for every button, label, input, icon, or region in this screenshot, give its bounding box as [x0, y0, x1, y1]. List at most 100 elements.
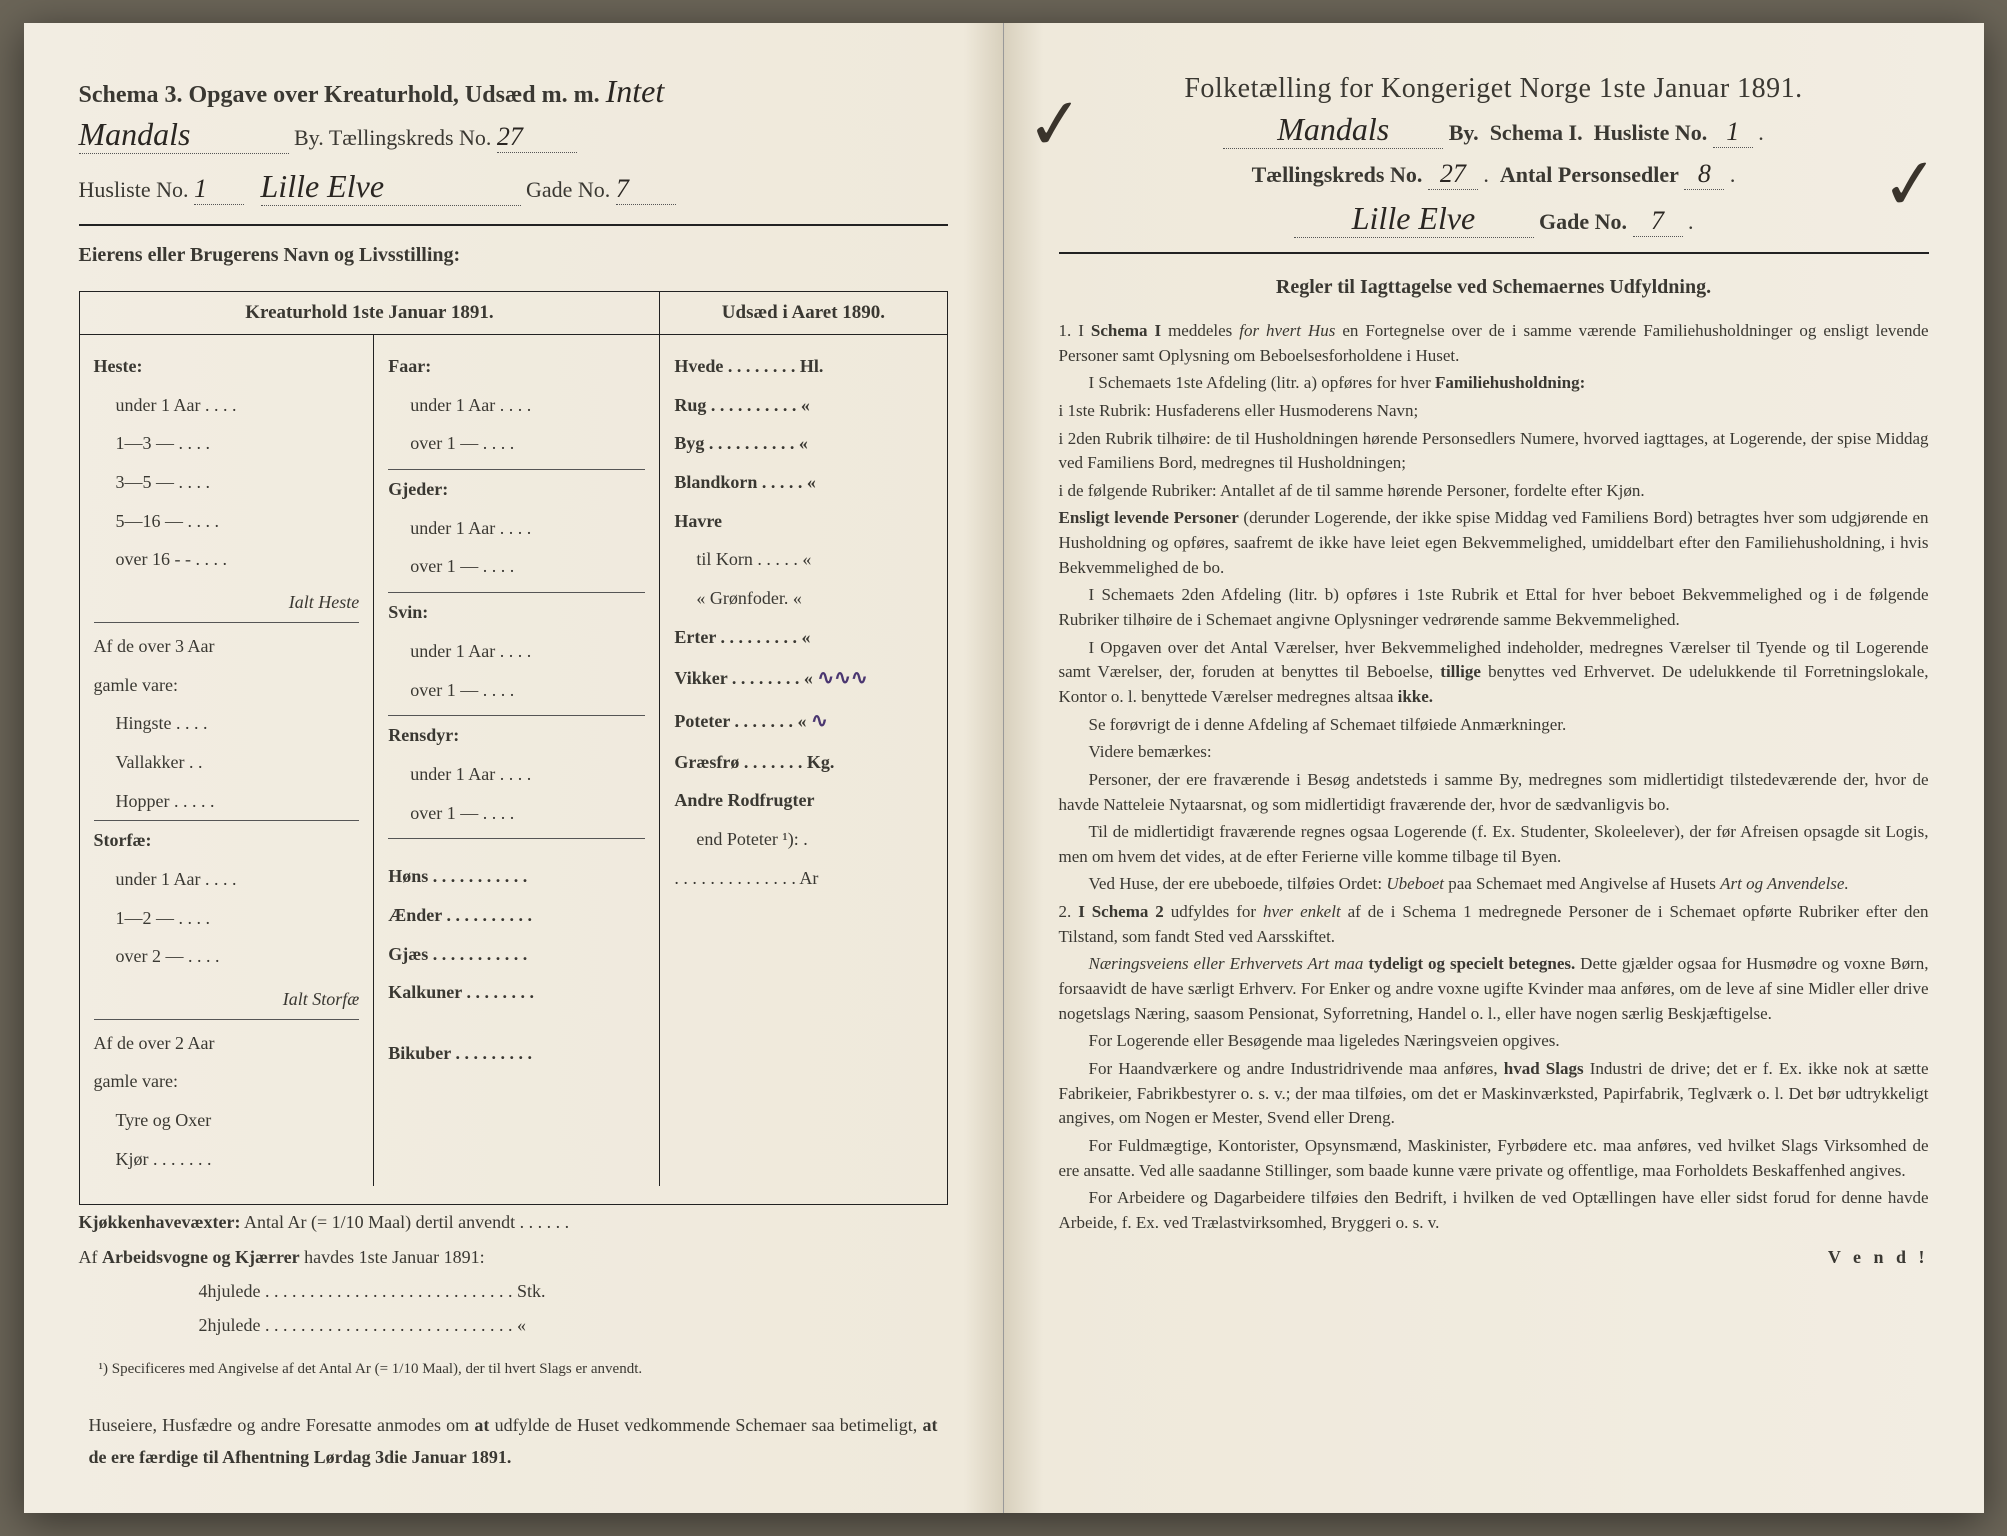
p9: Se forøvrigt de i denne Afdeling af Sche… — [1059, 713, 1929, 738]
by-label: By. — [294, 125, 324, 150]
p4: i 2den Rubrik tilhøire: de til Husholdni… — [1059, 427, 1929, 476]
hjul2: 2hjulede . . . . . . . . . . . . . . . .… — [79, 1308, 948, 1342]
left-title-row: Schema 3. Opgave over Kreaturhold, Udsæd… — [79, 73, 948, 110]
erter: Erter . . . . . . . . . « — [674, 618, 932, 657]
h-516: 5—16 — . . . . — [94, 502, 360, 541]
gade-label: Gade No. — [526, 177, 610, 202]
kjor: Kjør . . . . . . . — [94, 1140, 360, 1179]
p5: i de følgende Rubriker: Antallet af de t… — [1059, 479, 1929, 504]
kreatur-table: Kreaturhold 1ste Januar 1891. Udsæd i Aa… — [79, 291, 948, 1205]
svin-hdr: Svin: — [388, 593, 645, 632]
gamle: gamle vare: — [94, 666, 360, 705]
left-line3: Husliste No. 1 Lille Elve Gade No. 7 — [79, 168, 948, 206]
blandkorn: Blandkorn . . . . . « — [674, 463, 932, 502]
r-husliste-no: 1 — [1726, 117, 1739, 146]
p14: 2. I Schema 2 udfyldes for hver enkelt a… — [1059, 900, 1929, 949]
p13: Ved Huse, der ere ubeboede, tilføies Ord… — [1059, 872, 1929, 897]
h-35: 3—5 — . . . . — [94, 463, 360, 502]
hdr-kreatur: Kreaturhold 1ste Januar 1891. — [80, 292, 661, 334]
vikker-label: Vikker . . . . . . . . « — [674, 668, 813, 688]
hvede: Hvede . . . . . . . . Hl. — [674, 347, 932, 386]
right-page: ✓ ✓ Folketælling for Kongeriget Norge 1s… — [1004, 23, 1984, 1513]
p17: For Haandværkere og andre Industridriven… — [1059, 1057, 1929, 1131]
r-antal-no: 8 — [1698, 159, 1711, 188]
col3: Hvede . . . . . . . . Hl. Rug . . . . . … — [660, 335, 946, 1186]
h-13: 1—3 — . . . . — [94, 424, 360, 463]
r-husliste-label: Husliste No. — [1594, 120, 1708, 145]
hopper: Hopper . . . . . — [94, 782, 360, 822]
havre: Havre — [674, 502, 932, 541]
bikuber: Bikuber . . . . . . . . . — [388, 1034, 645, 1073]
graesfro: Græsfrø . . . . . . . Kg. — [674, 743, 932, 782]
rug: Rug . . . . . . . . . . « — [674, 386, 932, 425]
right-line4: Lille Elve Gade No. 7 . — [1059, 200, 1929, 238]
kreds-label: Tællingskreds No. — [329, 125, 492, 150]
r-o1: over 1 — . . . . — [388, 794, 645, 840]
footnote: ¹) Specificeres med Angivelse af det Ant… — [79, 1358, 948, 1381]
h-u1: under 1 Aar . . . . — [94, 386, 360, 425]
rules-body: 1. I Schema I meddeles for hvert Hus en … — [1059, 319, 1929, 1235]
hingste: Hingste . . . . — [94, 704, 360, 743]
husliste-label: Husliste No. — [79, 177, 189, 202]
vallakker: Vallakker . . — [94, 743, 360, 782]
g-u1: under 1 Aar . . . . — [388, 509, 645, 548]
vikker: Vikker . . . . . . . . « ∿∿∿ — [674, 657, 932, 700]
r-schema-label: Schema I. — [1490, 120, 1583, 145]
arbeids-txt: havdes 1ste Januar 1891: — [304, 1247, 484, 1267]
hjul4: 4hjulede . . . . . . . . . . . . . . . .… — [79, 1274, 948, 1308]
r-divider — [1059, 252, 1929, 254]
end-poteter: end Poteter ¹): . — [674, 820, 932, 859]
havre-korn: til Korn . . . . . « — [674, 540, 932, 579]
husliste-no: 1 — [194, 174, 207, 203]
eier-label: Eierens eller Brugerens Navn og Livsstil… — [79, 244, 948, 267]
g-o1: over 1 — . . . . — [388, 547, 645, 593]
h-o16: over 16 - - . . . . — [94, 540, 360, 579]
document-spread: Schema 3. Opgave over Kreaturhold, Udsæd… — [24, 23, 1984, 1513]
checkmark-right: ✓ — [1877, 141, 1943, 228]
right-line2: Mandals By. Schema I. Husliste No. 1 . — [1059, 111, 1929, 149]
p15: Næringsveiens eller Erhvervets Art maa t… — [1059, 952, 1929, 1026]
r-by-hand: Mandals — [1277, 111, 1389, 147]
ar-line: . . . . . . . . . . . . . . Ar — [674, 859, 932, 898]
af2: Af de over 2 Aar — [94, 1024, 360, 1063]
gade-hand: Lille Elve — [261, 168, 385, 204]
f-o1: over 1 — . . . . — [388, 424, 645, 470]
right-line3: Tællingskreds No. 27 . Antal Personsedle… — [1059, 159, 1929, 190]
left-page: Schema 3. Opgave over Kreaturhold, Udsæd… — [24, 23, 1004, 1513]
heste-hdr: Heste: — [94, 347, 360, 386]
title-handwritten: Intet — [606, 73, 665, 109]
p18: For Fuldmægtige, Kontorister, Opsynsmænd… — [1059, 1134, 1929, 1183]
kreds-no: 27 — [497, 122, 523, 151]
gjeder-hdr: Gjeder: — [388, 470, 645, 509]
rensdyr-hdr: Rensdyr: — [388, 716, 645, 755]
gamle2: gamle vare: — [94, 1062, 360, 1101]
andre: Andre Rodfrugter — [674, 781, 932, 820]
gjaes: Gjæs . . . . . . . . . . . — [388, 935, 645, 974]
r-gade-hand: Lille Elve — [1352, 200, 1476, 236]
p7: I Schemaets 2den Afdeling (litr. b) opfø… — [1059, 583, 1929, 632]
left-title: Opgave over Kreaturhold, Udsæd m. m. — [189, 82, 600, 108]
checkmark-left: ✓ — [1022, 81, 1088, 168]
arbeids-row: Af Arbeidsvogne og Kjærrer havdes 1ste J… — [79, 1240, 948, 1274]
poteter-scribble: ∿ — [811, 710, 828, 732]
kalkuner: Kalkuner . . . . . . . . — [388, 973, 645, 1012]
col1: Heste: under 1 Aar . . . . 1—3 — . . . .… — [80, 335, 375, 1186]
p12: Til de midlertidigt fraværende regnes og… — [1059, 820, 1929, 869]
tyre: Tyre og Oxer — [94, 1101, 360, 1140]
kjokken-txt: Antal Ar (= 1/10 Maal) dertil anvendt . … — [244, 1212, 569, 1232]
p6: Ensligt levende Personer (derunder Loger… — [1059, 506, 1929, 580]
kjokken-label: Kjøkkenhavevæxter: — [79, 1212, 241, 1232]
poteter-label: Poteter . . . . . . . « — [674, 711, 806, 731]
by-handwritten: Mandals — [79, 116, 191, 152]
vikker-scribble: ∿∿∿ — [817, 667, 867, 689]
s-u1: under 1 Aar . . . . — [94, 860, 360, 899]
p10: Videre bemærkes: — [1059, 740, 1929, 765]
r-gade-no: 7 — [1651, 206, 1664, 235]
p1: 1. I Schema I meddeles for hvert Hus en … — [1059, 319, 1929, 368]
byg: Byg . . . . . . . . . . « — [674, 424, 932, 463]
r-kreds-label: Tællingskreds No. — [1252, 162, 1423, 187]
faar-hdr: Faar: — [388, 347, 645, 386]
p19: For Arbeidere og Dagarbeidere tilføies d… — [1059, 1186, 1929, 1235]
gade-no: 7 — [616, 174, 629, 203]
aender: Ænder . . . . . . . . . . — [388, 896, 645, 935]
